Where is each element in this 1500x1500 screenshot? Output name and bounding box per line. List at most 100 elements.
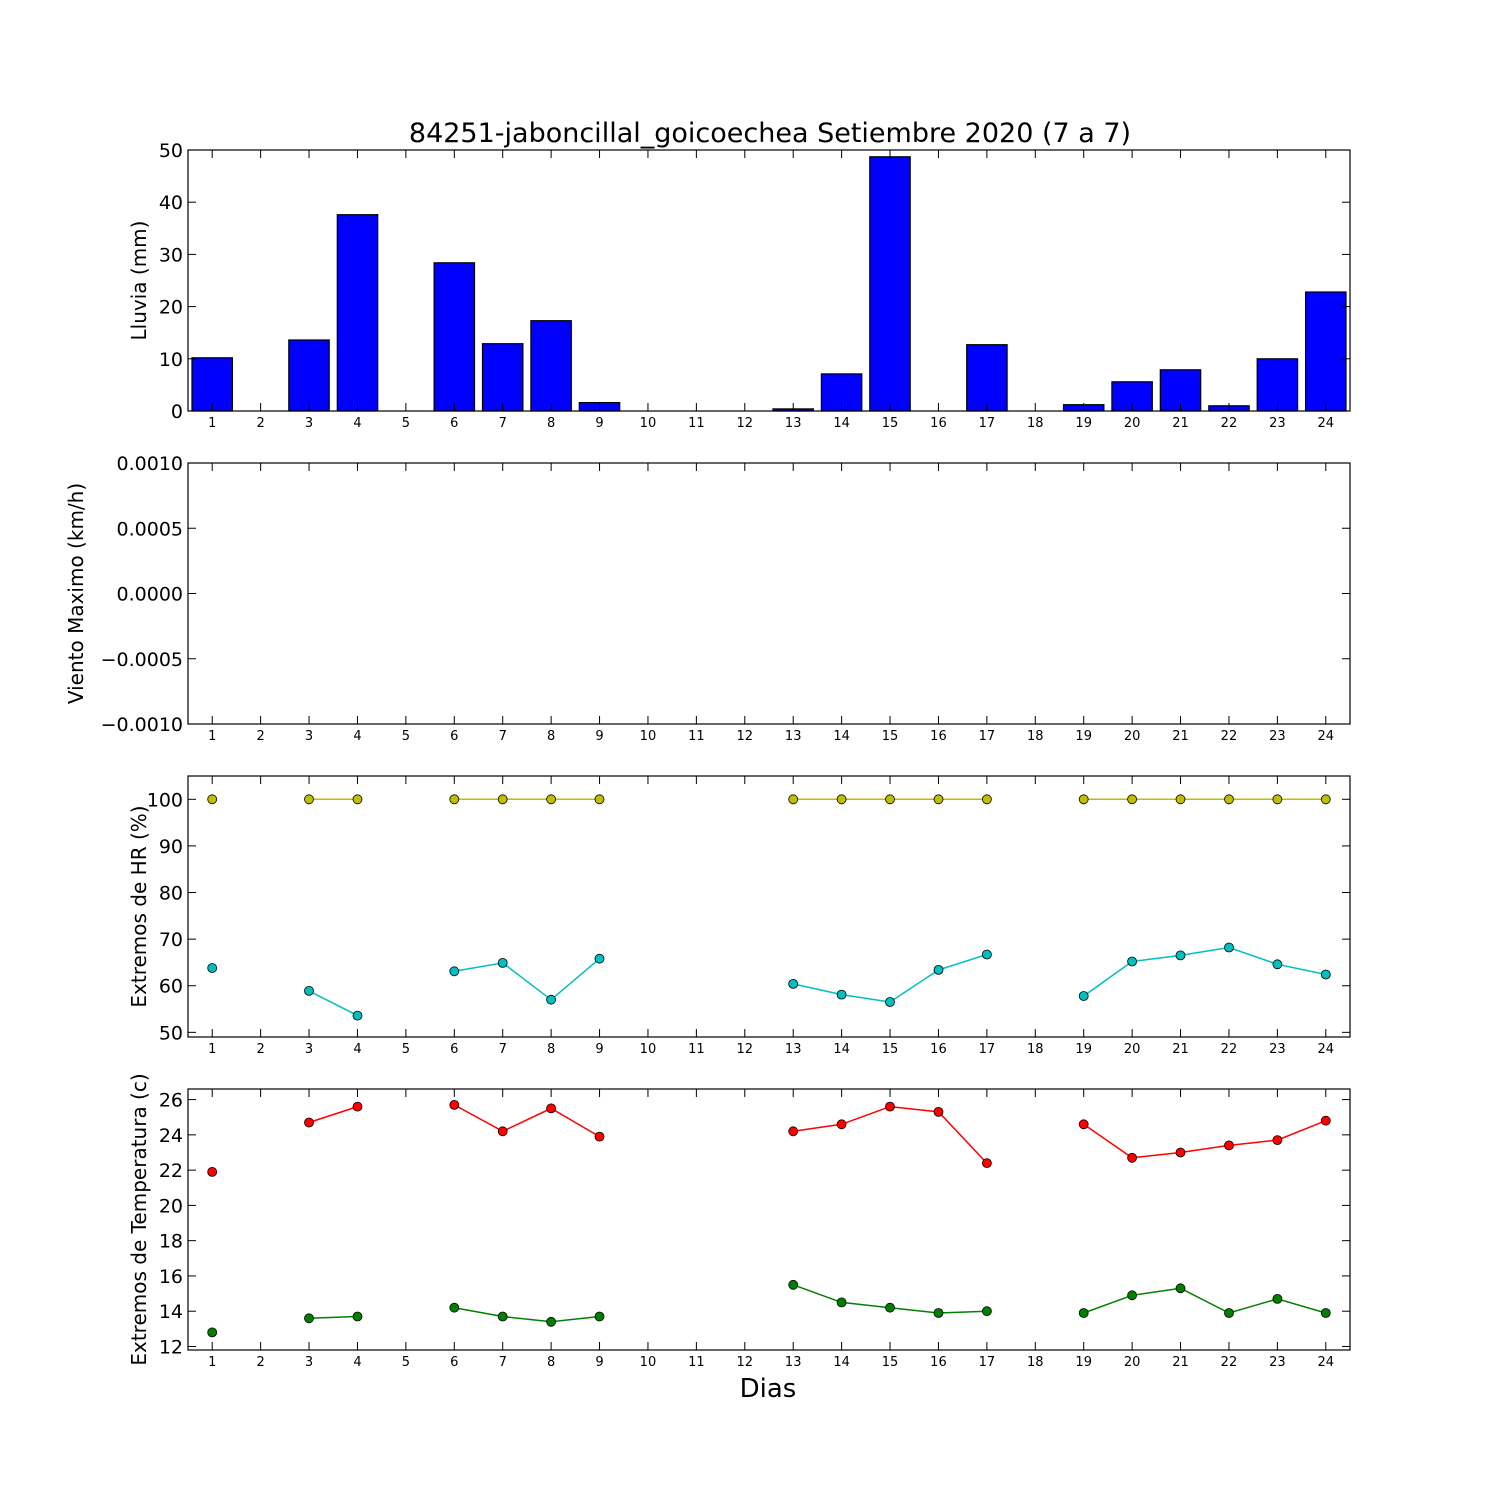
x-tick-label: 8 xyxy=(547,1355,555,1370)
series-0-point-day-3 xyxy=(304,794,314,805)
series-0-point-day-22 xyxy=(1224,794,1234,805)
x-tick-label: 10 xyxy=(640,1042,657,1057)
x-tick-label: 18 xyxy=(1027,1042,1044,1057)
x-tick-label: 4 xyxy=(353,1355,361,1370)
series-1-point-day-6 xyxy=(449,966,460,977)
series-1-line xyxy=(308,990,358,1017)
series-1-point-day-15 xyxy=(885,1302,895,1313)
y-tick-label: 16 xyxy=(159,1266,183,1288)
series-1-point-day-15 xyxy=(885,997,895,1007)
y-axis-label: Viento Maximo (km/h) xyxy=(64,483,88,704)
y-tick-label: 90 xyxy=(159,836,183,858)
series-0-point-day-3 xyxy=(304,1117,314,1128)
series-0-point-day-14 xyxy=(836,1119,847,1130)
x-tick-label: 11 xyxy=(688,416,705,431)
series-0-point-day-4 xyxy=(352,794,363,805)
x-tick-label: 14 xyxy=(833,1042,850,1057)
series-1-point-day-19 xyxy=(1078,991,1089,1001)
x-tick-label: 17 xyxy=(979,416,996,431)
x-tick-label: 21 xyxy=(1172,1355,1189,1370)
series-1-point-day-24 xyxy=(1320,1308,1331,1318)
x-tick-label: 18 xyxy=(1027,416,1044,431)
y-tick-label: 14 xyxy=(159,1301,183,1323)
series-1-point-day-13 xyxy=(788,1279,799,1290)
x-tick-label: 3 xyxy=(305,1355,313,1370)
x-tick-label: 15 xyxy=(882,416,899,431)
x-tick-label: 19 xyxy=(1075,1355,1092,1370)
y-tick-label: 20 xyxy=(159,1195,183,1217)
axes-frame xyxy=(187,775,1351,1038)
x-tick-label: 1 xyxy=(208,1355,216,1370)
y-tick-label: 0.0010 xyxy=(117,453,183,475)
x-tick-label: 20 xyxy=(1124,1355,1141,1370)
y-tick-label: −0.0010 xyxy=(101,714,183,736)
series-0-point-day-8 xyxy=(546,794,556,805)
x-tick-label: 2 xyxy=(256,729,264,744)
x-tick-label: 11 xyxy=(688,1042,705,1057)
y-tick-label: 22 xyxy=(159,1160,183,1182)
x-tick-label: 1 xyxy=(208,729,216,744)
x-tick-label: 12 xyxy=(737,1042,754,1057)
x-tick-label: 15 xyxy=(882,729,899,744)
series-0-point-day-20 xyxy=(1127,1152,1137,1163)
x-tick-label: 10 xyxy=(640,1355,657,1370)
rain-bar-day-15 xyxy=(869,156,911,412)
axes-frame xyxy=(187,1088,1351,1351)
series-0-point-day-14 xyxy=(836,794,847,805)
rain-bar-day-4 xyxy=(336,214,379,412)
rain-bar-day-1 xyxy=(191,357,234,412)
x-tick-label: 1 xyxy=(208,416,216,431)
x-tick-label: 6 xyxy=(450,1042,458,1057)
x-tick-label: 15 xyxy=(882,1355,899,1370)
series-0-point-day-21 xyxy=(1175,1147,1186,1158)
x-tick-label: 18 xyxy=(1027,729,1044,744)
y-tick-label: 0.0000 xyxy=(117,584,183,606)
series-0-point-day-24 xyxy=(1320,1115,1331,1126)
series-1-point-day-8 xyxy=(546,1316,556,1327)
x-tick-label: 8 xyxy=(547,1042,555,1057)
series-0-point-day-7 xyxy=(497,1126,508,1137)
x-tick-label: 9 xyxy=(595,416,603,431)
x-tick-label: 24 xyxy=(1318,1042,1335,1057)
series-0-point-day-22 xyxy=(1224,1140,1234,1151)
y-tick-label: 50 xyxy=(159,140,183,162)
x-tick-label: 19 xyxy=(1075,416,1092,431)
x-tick-label: 7 xyxy=(499,1042,507,1057)
x-tick-label: 24 xyxy=(1318,416,1335,431)
series-1-point-day-22 xyxy=(1224,942,1234,953)
series-1-point-day-1 xyxy=(207,1327,218,1338)
x-tick-label: 21 xyxy=(1172,729,1189,744)
x-tick-label: 16 xyxy=(930,729,947,744)
x-tick-label: 6 xyxy=(450,1355,458,1370)
y-tick-label: 100 xyxy=(147,789,183,811)
rain-bar-day-24 xyxy=(1304,291,1347,412)
y-axis-label: Extremos de Temperatura (c) xyxy=(127,1073,151,1365)
series-0-point-day-13 xyxy=(788,794,799,805)
series-1-point-day-8 xyxy=(546,994,556,1005)
series-1-point-day-3 xyxy=(304,986,314,996)
y-tick-label: 24 xyxy=(159,1125,183,1147)
series-1-line xyxy=(454,958,600,1001)
series-1-point-day-22 xyxy=(1224,1308,1234,1318)
x-tick-label: 21 xyxy=(1172,416,1189,431)
x-tick-label: 10 xyxy=(640,416,657,431)
x-tick-label: 9 xyxy=(595,1355,603,1370)
x-tick-label: 4 xyxy=(353,416,361,431)
x-tick-label: 14 xyxy=(833,1355,850,1370)
x-tick-label: 5 xyxy=(402,416,410,431)
rain-bar-day-3 xyxy=(288,339,330,412)
series-1-point-day-4 xyxy=(352,1311,363,1322)
x-tick-label: 9 xyxy=(595,1042,603,1057)
y-tick-label: 12 xyxy=(159,1336,183,1358)
series-0-point-day-8 xyxy=(546,1103,556,1114)
x-tick-label: 12 xyxy=(737,729,754,744)
series-1-point-day-16 xyxy=(933,965,944,975)
series-1-point-day-7 xyxy=(497,1311,508,1322)
x-tick-label: 16 xyxy=(930,416,947,431)
series-1-line xyxy=(1083,1287,1327,1314)
y-axis-label: Extremos de HR (%) xyxy=(127,805,151,1007)
y-tick-label: −0.0005 xyxy=(101,649,183,671)
